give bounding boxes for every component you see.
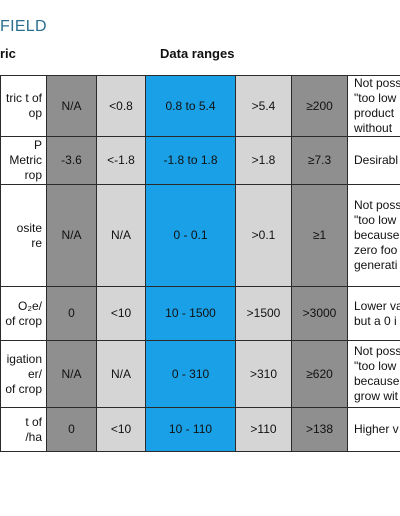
table-row: t of/ha 0 <10 10 - 110 >110 >138 Higher v — [0, 407, 400, 452]
metric-line: /ha — [25, 429, 42, 444]
table-row: P Metric rop -3.6 <-1.8 -1.8 to 1.8 >1.8 ≥7.3 De… — [0, 136, 400, 185]
cell-target: 0 - 310 — [145, 340, 236, 408]
cell-extreme: ≥200 — [291, 75, 348, 137]
metric-line: osite — [16, 220, 42, 235]
metric-line: re — [31, 235, 42, 250]
cell-low: <-1.8 — [96, 136, 146, 185]
metric-cell: tric t of op — [0, 75, 47, 137]
cell-na: 0 — [46, 286, 97, 341]
cell-extreme: >138 — [291, 407, 348, 452]
cell-na: N/A — [46, 75, 97, 137]
data-ranges-table: tric t of op N/A <0.8 0.8 to 5.4 >5.4 ≥200 Not … — [0, 75, 400, 452]
metric-line: Metric — [9, 153, 42, 167]
note-cell: Not poss "too low product without — [347, 75, 400, 137]
metric-cell: osite re — [0, 184, 47, 287]
metric-line: rop — [24, 168, 42, 182]
cell-extreme: ≥620 — [291, 340, 348, 408]
note-cell: Higher v — [347, 407, 400, 452]
cell-extreme: ≥7.3 — [291, 136, 348, 185]
note-line: Lower va — [354, 298, 400, 313]
cell-high: >310 — [235, 340, 292, 408]
note-line: because — [354, 374, 400, 388]
cell-high: >5.4 — [235, 75, 292, 137]
note-line: Desirabl — [354, 153, 399, 167]
cell-high: >0.1 — [235, 184, 292, 287]
note-line: without — [354, 121, 393, 135]
metric-line: P — [33, 138, 42, 152]
metric-line: tric t of — [5, 91, 42, 105]
metric-cell: igation er/of crop — [0, 340, 47, 408]
note-line: product — [354, 106, 395, 120]
table-row: O₂e/of crop 0 <10 10 - 1500 >1500 >3000 Lower … — [0, 286, 400, 341]
cell-na: N/A — [46, 340, 97, 408]
page-title: FIELD — [0, 18, 47, 35]
note-line: Not poss — [354, 198, 400, 212]
cell-high: >1.8 — [235, 136, 292, 185]
cell-low: <10 — [96, 407, 146, 452]
cell-extreme: ≥1 — [291, 184, 348, 287]
cell-target: 10 - 110 — [145, 407, 236, 452]
cell-target: 0 - 0.1 — [145, 184, 236, 287]
metric-line: op — [28, 106, 42, 120]
cell-low: <10 — [96, 286, 146, 341]
note-cell: Not poss "too low because grow wit — [347, 340, 400, 408]
note-line: "too low — [354, 91, 397, 105]
note-line: because — [354, 228, 400, 242]
cell-high: >1500 — [235, 286, 292, 341]
note-cell: Desirabl — [347, 136, 400, 185]
metric-cell: t of/ha — [0, 407, 47, 452]
cell-target: 10 - 1500 — [145, 286, 236, 341]
metric-line: t of — [25, 414, 42, 429]
cell-high: >110 — [235, 407, 292, 452]
metric-cell: P Metric rop — [0, 136, 47, 185]
note-line: grow wit — [354, 389, 399, 403]
cell-target: 0.8 to 5.4 — [145, 75, 236, 137]
metric-line: of crop — [5, 313, 42, 328]
metric-line: O₂e/ — [18, 298, 42, 313]
note-cell: Not poss "too low because zero foo generati — [347, 184, 400, 287]
note-line: "too low — [354, 213, 397, 227]
cell-low: <0.8 — [96, 75, 146, 137]
data-ranges-header: Data ranges — [160, 46, 235, 61]
note-line: Not poss — [354, 344, 400, 358]
cell-target: -1.8 to 1.8 — [145, 136, 236, 185]
cell-na: N/A — [46, 184, 97, 287]
note-line: but a 0 i — [354, 313, 397, 328]
table-row: igation er/of crop N/A N/A 0 - 310 >310 ≥620 No… — [0, 340, 400, 408]
metric-line: igation — [6, 351, 42, 366]
cell-na: 0 — [46, 407, 97, 452]
metric-line: er/ — [27, 366, 42, 381]
note-cell: Lower va but a 0 i — [347, 286, 400, 341]
note-line: Not poss — [354, 76, 400, 91]
metric-line: of crop — [5, 381, 42, 396]
metric-cell: O₂e/of crop — [0, 286, 47, 341]
table-row: tric t of op N/A <0.8 0.8 to 5.4 >5.4 ≥200 Not … — [0, 75, 400, 137]
note-line: generati — [354, 258, 398, 272]
note-line: "too low — [354, 359, 397, 373]
metric-column-header: ric — [0, 46, 16, 61]
table-row: osite re N/A N/A 0 - 0.1 >0.1 ≥1 Not poss "too l… — [0, 184, 400, 287]
cell-extreme: >3000 — [291, 286, 348, 341]
cell-na: -3.6 — [46, 136, 97, 185]
cell-low: N/A — [96, 340, 146, 408]
note-line: zero foo — [354, 243, 398, 257]
cell-low: N/A — [96, 184, 146, 287]
note-line: Higher v — [354, 422, 399, 436]
